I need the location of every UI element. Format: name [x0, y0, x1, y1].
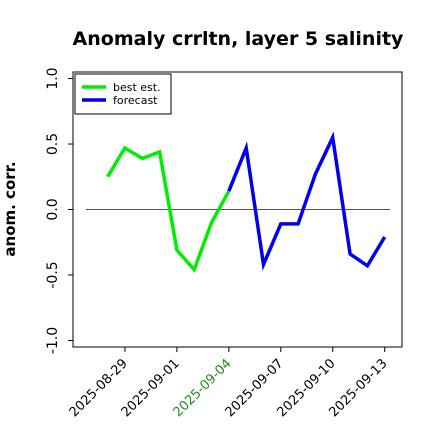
- y-axis-label: anom. corr.: [1, 161, 19, 256]
- legend: best est.forecast: [74, 73, 172, 115]
- plot-area: -1.0-0.50.00.51.02025-08-292025-09-01202…: [45, 67, 403, 420]
- series-line-best-est: [106, 145, 231, 274]
- legend-box: [74, 73, 172, 115]
- y-tick-label: -0.5: [45, 261, 61, 288]
- y-tick-label: -1.0: [45, 327, 61, 354]
- legend-label: forecast: [113, 94, 158, 107]
- y-tick-label: 1.0: [45, 67, 61, 89]
- y-tick-label: 0.5: [45, 133, 61, 155]
- chart-title: Anomaly crrltn, layer 5 salinity: [73, 28, 404, 50]
- y-tick-label: 0.0: [45, 198, 61, 220]
- legend-label: best est.: [113, 81, 161, 94]
- series-line-forecast: [227, 131, 387, 271]
